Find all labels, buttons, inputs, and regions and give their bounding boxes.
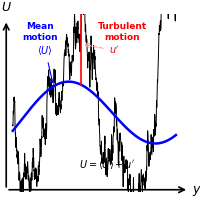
Text: y: y (191, 183, 199, 196)
Text: Mean
motion: Mean motion (23, 22, 58, 42)
Text: $\langle U \rangle$: $\langle U \rangle$ (37, 44, 53, 82)
Text: U: U (2, 1, 11, 14)
Text: $U = \langle U \rangle + u'$: $U = \langle U \rangle + u'$ (79, 158, 135, 171)
Text: Turbulent
motion: Turbulent motion (97, 22, 146, 42)
Text: $u'$: $u'$ (85, 44, 119, 56)
